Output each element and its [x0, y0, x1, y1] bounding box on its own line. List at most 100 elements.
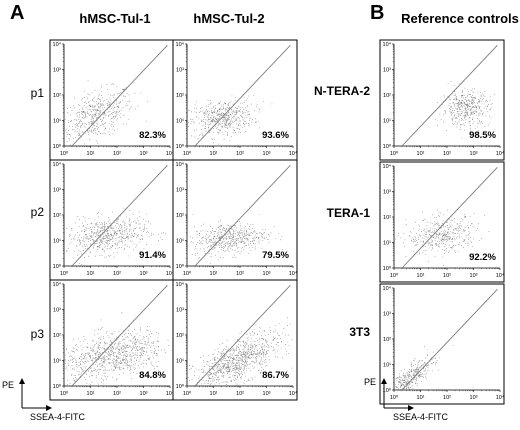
gate-line [401, 166, 498, 269]
x-tick-label: 10⁴ [166, 270, 175, 277]
x-tick-label: 10² [113, 151, 121, 157]
y-tick-label: 10⁴ [53, 41, 62, 48]
x-tick-label: 10¹ [87, 391, 95, 397]
x-tick-label: 10¹ [210, 271, 218, 277]
x-tick-label: 10⁰ [60, 150, 69, 157]
x-tick-label: 10⁰ [390, 150, 399, 157]
event-dots [65, 80, 148, 146]
gate-line [401, 44, 498, 147]
column-title-reference: Reference controls [401, 11, 519, 26]
x-tick-label: 10⁴ [496, 394, 505, 401]
ref-label-ntera2: N-TERA-2 [314, 84, 370, 98]
gate-line [71, 284, 168, 387]
y-tick-label: 10³ [53, 188, 61, 194]
y-tick-label: 10⁰ [176, 383, 185, 390]
y-tick-label: 10² [53, 93, 61, 99]
y-tick-label: 10² [383, 337, 391, 343]
y-tick-label: 10¹ [53, 359, 61, 365]
percent-label: 79.5% [262, 250, 289, 261]
y-tick-label: 10² [176, 333, 184, 339]
x-tick-label: 10¹ [417, 151, 425, 157]
y-tick-label: 10³ [176, 308, 184, 314]
gate-line [194, 284, 291, 387]
y-tick-label: 10² [53, 213, 61, 219]
percent-label: 91.4% [139, 250, 166, 261]
y-tick-label: 10⁴ [53, 281, 62, 288]
x-tick-label: 10³ [140, 391, 148, 397]
y-axis-label-b: PE [364, 377, 377, 387]
y-tick-label: 10⁰ [383, 265, 392, 272]
event-dots [190, 214, 283, 264]
column-title-tul2: hMSC-Tul-2 [193, 11, 265, 26]
ref-label-tera1: TERA-1 [326, 206, 370, 220]
percent-label: 98.5% [469, 130, 496, 141]
x-axis-label-b: SSEA-4-FITC [393, 412, 449, 422]
x-tick-label: 10³ [263, 271, 271, 277]
y-tick-label: 10¹ [383, 241, 391, 247]
percent-label: 93.6% [262, 130, 289, 141]
x-tick-label: 10² [443, 273, 451, 279]
y-tick-label: 10¹ [53, 119, 61, 125]
x-tick-label: 10³ [263, 391, 271, 397]
y-tick-label: 10³ [383, 190, 391, 196]
y-tick-label: 10⁴ [176, 161, 185, 168]
event-dots [395, 209, 490, 266]
x-tick-label: 10⁰ [60, 390, 69, 397]
x-tick-label: 10¹ [417, 273, 425, 279]
percent-label: 82.3% [139, 130, 166, 141]
y-tick-label: 10⁴ [176, 41, 185, 48]
event-dots [435, 81, 496, 139]
y-tick-label: 10⁴ [383, 285, 392, 292]
y-tick-label: 10² [176, 213, 184, 219]
x-tick-label: 10² [236, 151, 244, 157]
x-tick-label: 10⁴ [496, 150, 505, 157]
y-tick-label: 10⁰ [383, 387, 392, 394]
x-tick-label: 10² [113, 271, 121, 277]
axis-arrows [381, 378, 414, 411]
x-tick-label: 10² [443, 395, 451, 401]
y-axis-label-a: PE [2, 380, 15, 390]
percent-label: 84.8% [139, 370, 166, 381]
y-tick-label: 10⁰ [176, 263, 185, 270]
x-tick-label: 10¹ [210, 391, 218, 397]
row-label-p1: p1 [30, 86, 44, 100]
gate-line [71, 164, 168, 267]
y-arrow-head [19, 378, 25, 384]
y-tick-label: 10² [383, 215, 391, 221]
x-axis-label-a: SSEA-4-FITC [30, 412, 86, 422]
x-tick-label: 10³ [470, 395, 478, 401]
x-tick-label: 10² [236, 271, 244, 277]
x-tick-label: 10³ [263, 151, 271, 157]
x-tick-label: 10⁴ [166, 390, 175, 397]
event-dots [395, 345, 454, 391]
y-tick-label: 10³ [383, 68, 391, 74]
y-tick-label: 10² [53, 333, 61, 339]
y-tick-label: 10¹ [176, 359, 184, 365]
y-tick-label: 10³ [53, 308, 61, 314]
y-tick-label: 10⁰ [176, 143, 185, 150]
x-tick-label: 10² [443, 151, 451, 157]
percent-label: 92.2% [469, 252, 496, 263]
gate-line [401, 288, 498, 391]
x-arrow-head [46, 405, 52, 411]
x-tick-label: 10⁰ [390, 394, 399, 401]
x-tick-label: 10⁴ [289, 150, 298, 157]
y-tick-label: 10¹ [176, 239, 184, 245]
y-tick-label: 10⁰ [383, 143, 392, 150]
x-tick-label: 10⁰ [183, 270, 192, 277]
y-arrow-head [381, 378, 387, 384]
x-tick-label: 10³ [470, 273, 478, 279]
y-tick-label: 10⁰ [53, 263, 62, 270]
x-arrow-head [408, 405, 414, 411]
gate-line [194, 44, 291, 147]
y-tick-label: 10⁴ [383, 41, 392, 48]
x-tick-label: 10³ [140, 271, 148, 277]
x-tick-label: 10³ [470, 151, 478, 157]
